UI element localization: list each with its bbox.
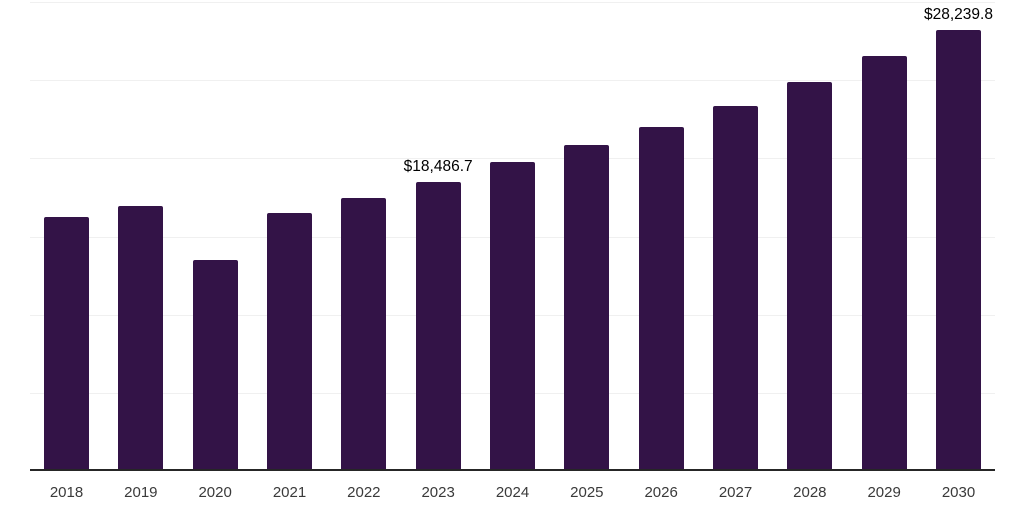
x-tick-label-2029: 2029 xyxy=(867,484,901,501)
x-tick-label-2025: 2025 xyxy=(570,484,604,501)
bar-2027 xyxy=(713,105,758,471)
bar-2030 xyxy=(936,29,981,471)
bar-2018 xyxy=(44,216,89,471)
bar-2029 xyxy=(861,56,907,471)
x-tick-label-2018: 2018 xyxy=(49,484,84,501)
x-tick-label-2019: 2019 xyxy=(124,484,158,501)
bar-2023 xyxy=(415,181,461,471)
bar-2020 xyxy=(192,260,238,471)
bar-2021 xyxy=(267,212,312,471)
x-tick-label-2028: 2028 xyxy=(793,484,827,501)
x-axis-line xyxy=(30,469,995,471)
x-tick-label-2020: 2020 xyxy=(198,484,232,501)
x-tick-label-2026: 2026 xyxy=(644,484,678,501)
x-tick-label-2024: 2024 xyxy=(495,484,530,501)
gridline xyxy=(30,2,995,3)
x-tick-label-2022: 2022 xyxy=(347,484,381,501)
gridline xyxy=(30,158,995,160)
bar-2028 xyxy=(787,81,833,471)
x-tick-label-2027: 2027 xyxy=(718,484,753,501)
bar-2019 xyxy=(118,206,164,471)
bar-2024 xyxy=(490,162,535,471)
x-tick-label-2021: 2021 xyxy=(272,484,307,501)
data-label-2023: $18,486.7 xyxy=(403,157,473,175)
bar-2026 xyxy=(638,127,684,471)
gridline xyxy=(30,80,995,82)
x-tick-label-2023: 2023 xyxy=(421,484,455,501)
data-label-2030: $28,239.8 xyxy=(924,5,993,23)
bar-2022 xyxy=(341,198,387,471)
bar-2025 xyxy=(564,145,610,471)
x-tick-label-2030: 2030 xyxy=(941,484,976,501)
